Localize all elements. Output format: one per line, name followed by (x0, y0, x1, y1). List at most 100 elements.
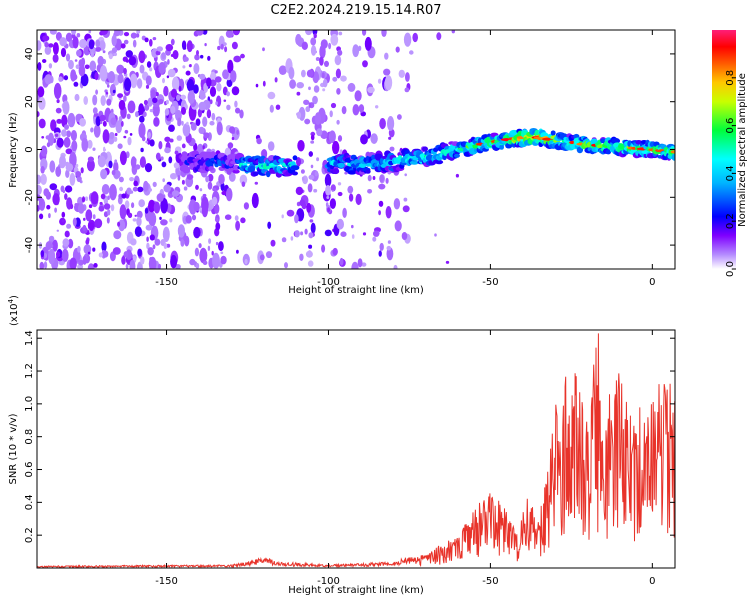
bottom-y-axis-label: SNR (10 * v/v) (8, 413, 19, 484)
spectrogram-cell (46, 204, 51, 210)
spectrogram-cell (367, 86, 375, 94)
spectrogram-cell (129, 259, 136, 269)
spectrogram-cell (102, 129, 110, 144)
spectrogram-cell (324, 60, 329, 67)
top-x-tick-label: -50 (482, 277, 498, 288)
spectrogram-cell (138, 199, 145, 208)
spectrogram-cell (63, 137, 71, 148)
spectrogram-cell (88, 30, 92, 34)
spectrogram-cell (84, 196, 89, 201)
spectrogram-cell (44, 45, 52, 55)
spectrogram-cell (364, 36, 372, 51)
spectrogram-cell (267, 91, 276, 100)
spectrogram-cell (357, 258, 363, 268)
spectrogram-ridge-cell (253, 171, 259, 176)
spectrogram-cell (339, 257, 344, 266)
spectrogram-cell (265, 251, 273, 259)
spectrogram-cell (101, 184, 110, 195)
spectrogram-cell (132, 186, 138, 192)
spectrogram-cell (79, 38, 87, 49)
bottom-x-tick-label: -150 (155, 576, 178, 587)
spectrogram-cell (94, 72, 99, 81)
spectrogram-cell (358, 104, 365, 113)
spectrogram-cell (74, 59, 78, 62)
spectrogram-cell (234, 215, 239, 222)
spectrogram-ridge-cell (365, 169, 371, 174)
spectrogram-cell (82, 255, 87, 265)
spectrogram-ridge-cell (232, 169, 240, 174)
spectrogram-ridge-cell (409, 160, 419, 165)
spectrogram-cell (123, 31, 130, 37)
spectrogram-cell (88, 39, 95, 50)
spectrogram-cell (310, 134, 315, 141)
spectrogram-cell (41, 136, 45, 139)
spectrogram-cell (232, 30, 241, 36)
spectrogram-ridge-cell (358, 163, 367, 168)
spectrogram-cell (384, 52, 389, 60)
spectrogram-cell (146, 236, 149, 242)
spectrogram-cell (83, 217, 86, 221)
spectrogram-cell (133, 180, 138, 187)
spectrogram-cell (296, 82, 305, 89)
spectrogram-ridge-cell (337, 162, 345, 168)
spectrogram-cell (147, 97, 153, 107)
spectrogram-cell (251, 192, 259, 209)
spectrogram-cell (63, 75, 69, 81)
spectrogram-cell (136, 216, 142, 227)
spectrogram-cell (86, 159, 95, 172)
spectrogram-cell (95, 116, 101, 127)
spectrogram-cell (358, 45, 362, 51)
spectrogram-cell (101, 241, 107, 252)
spectrogram-cell (97, 55, 104, 66)
spectrogram-cell (90, 127, 94, 133)
spectrogram-cell (38, 197, 44, 206)
spectrogram-cell (46, 142, 51, 148)
spectrogram-cell (300, 169, 305, 174)
spectrogram-cell (162, 226, 170, 242)
spectrogram-cell (171, 190, 180, 197)
spectrogram-cell (387, 240, 391, 244)
spectrogram-cell (196, 50, 199, 56)
spectrogram-cell (88, 222, 95, 231)
spectrogram-cell (224, 46, 228, 53)
spectrogram-cell (176, 94, 181, 101)
spectrogram-cell (144, 163, 153, 173)
spectrogram-cell (324, 229, 332, 237)
spectrogram-cell (139, 115, 145, 123)
spectrogram-cell (90, 191, 99, 205)
spectrogram-cell (301, 41, 308, 50)
spectrogram-cell (170, 105, 176, 114)
spectrogram-cell (207, 55, 211, 61)
spectrogram-cell (180, 94, 187, 100)
spectrogram-cell (42, 59, 47, 63)
spectrogram-cell (182, 65, 186, 69)
spectrogram-ridge-cell (499, 144, 504, 150)
spectrogram-cell (129, 190, 134, 194)
spectrogram-cell (53, 82, 62, 100)
spectrogram-cell (85, 209, 93, 222)
spectrogram-cell (234, 100, 238, 108)
spectrogram-cell (381, 30, 387, 37)
spectrogram-ridge-cell (249, 165, 256, 173)
spectrogram-cell (125, 263, 129, 269)
spectrogram-cell (147, 131, 151, 139)
spectrogram-cell (170, 254, 178, 269)
spectrogram-cell (169, 138, 174, 143)
spectrogram-cell (170, 88, 178, 98)
spectrogram-cell (72, 36, 79, 49)
spectrogram-cell (160, 156, 164, 161)
spectrogram-cell (40, 173, 47, 185)
spectrogram-cell (199, 247, 208, 264)
spectrogram-cell (139, 156, 146, 168)
spectrogram-cell (220, 182, 225, 191)
spectrogram-cell (153, 117, 160, 127)
spectrogram-ridge-cell (292, 171, 298, 176)
spectrogram-cell (372, 236, 377, 242)
spectrogram-cell (129, 73, 138, 89)
spectrogram-cell (37, 86, 45, 98)
spectrogram-cell (137, 186, 144, 193)
spectrogram-cell (383, 68, 391, 76)
spectrogram-cell (207, 181, 213, 190)
spectrogram-cell (158, 98, 164, 105)
spectrogram-cell (123, 251, 129, 258)
